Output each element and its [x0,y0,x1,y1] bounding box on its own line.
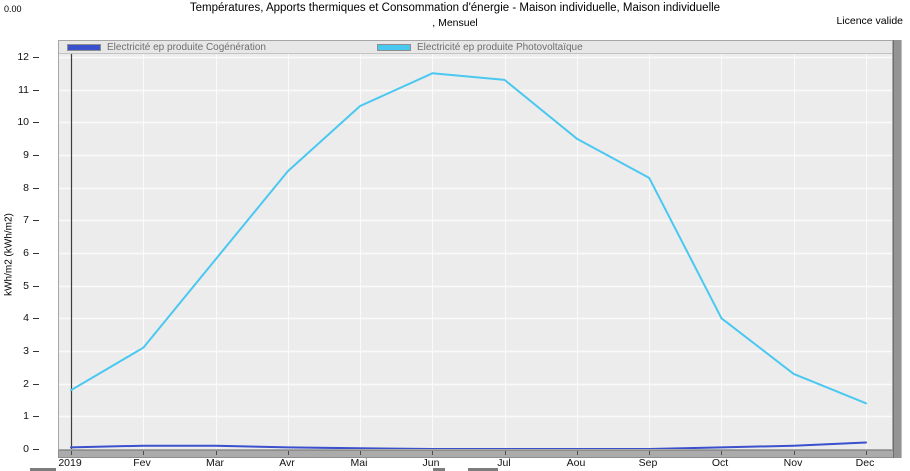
licence-status: Licence valide [836,15,903,27]
x-tick-label: Jun [422,457,440,469]
clipped-text-fragment [30,468,56,471]
legend-label: Electricité ep produite Photovoltaïque [417,42,583,53]
legend-bar: Electricité ep produite Cogénération Elec… [59,41,892,54]
x-tick-mark [505,451,506,455]
x-tick-mark [288,451,289,455]
y-tick-mark [33,57,39,58]
y-tick-label: 5 [23,280,29,292]
x-tick-label: Avr [279,457,295,469]
legend-swatch [67,44,101,51]
y-tick-label: 2 [23,378,29,390]
y-tick-label: 10 [17,116,29,128]
x-tick-label: Nov [783,457,803,469]
cursor-value: 0.00 [4,4,22,14]
y-tick-label: 11 [18,84,29,96]
x-tick-label: 2019 [58,457,82,469]
x-tick-label: Fev [133,457,151,469]
x-tick-mark [721,451,722,455]
x-tick-mark [360,451,361,455]
y-tick-label: 1 [23,410,29,422]
series-line-1 [70,72,867,405]
y-tick-mark [33,188,39,189]
legend-item-0: Electricité ep produite Cogénération [67,42,266,53]
y-tick-label: 4 [23,312,29,324]
x-tick-label: Mar [205,457,225,469]
x-tick-mark [71,451,72,455]
x-tick-mark [577,451,578,455]
x-tick-label: Sep [638,457,658,469]
x-tick-label: Jul [497,457,511,469]
x-axis-strip [58,450,901,458]
x-tick-mark [216,451,217,455]
x-tick-mark [866,451,867,455]
y-tick-mark [33,416,39,417]
y-tick-mark [33,220,39,221]
x-tick-label: Dec [855,457,875,469]
y-tick-label: 7 [23,214,29,226]
x-tick-label: Mai [350,457,368,469]
x-tick-mark [794,451,795,455]
y-tick-mark [33,449,39,450]
x-tick-mark [143,451,144,455]
right-scrollbar-strip[interactable] [893,40,902,458]
y-tick-mark [33,384,39,385]
series-line-0 [70,441,867,449]
y-tick-label: 6 [23,247,29,259]
y-tick-mark [33,318,39,319]
chart-subtitle: , Mensuel [432,17,478,29]
chart-title: Températures, Apports thermiques et Cons… [189,2,721,14]
y-tick-label: 0 [23,443,29,455]
chart-canvas [59,41,892,449]
legend-label: Electricité ep produite Cogénération [107,42,266,53]
legend-item-1: Electricité ep produite Photovoltaïque [377,42,583,53]
x-tick-mark [649,451,650,455]
y-tick-label: 8 [23,182,29,194]
y-tick-mark [33,286,39,287]
x-tick-mark [432,451,433,455]
clipped-text-fragment [433,468,445,471]
y-tick-mark [33,122,39,123]
y-tick-label: 12 [17,51,29,63]
x-tick-label: Aou [566,457,586,469]
x-tick-label: Oct [711,457,729,469]
y-tick-label: 9 [23,149,29,161]
legend-swatch [377,44,411,51]
y-tick-mark [33,90,39,91]
y-tick-mark [33,253,39,254]
y-tick-label: 3 [23,345,29,357]
plot-area[interactable]: Electricité ep produite Cogénération Elec… [58,40,893,450]
y-tick-mark [33,351,39,352]
y-tick-mark [33,155,39,156]
clipped-text-fragment [468,468,498,471]
